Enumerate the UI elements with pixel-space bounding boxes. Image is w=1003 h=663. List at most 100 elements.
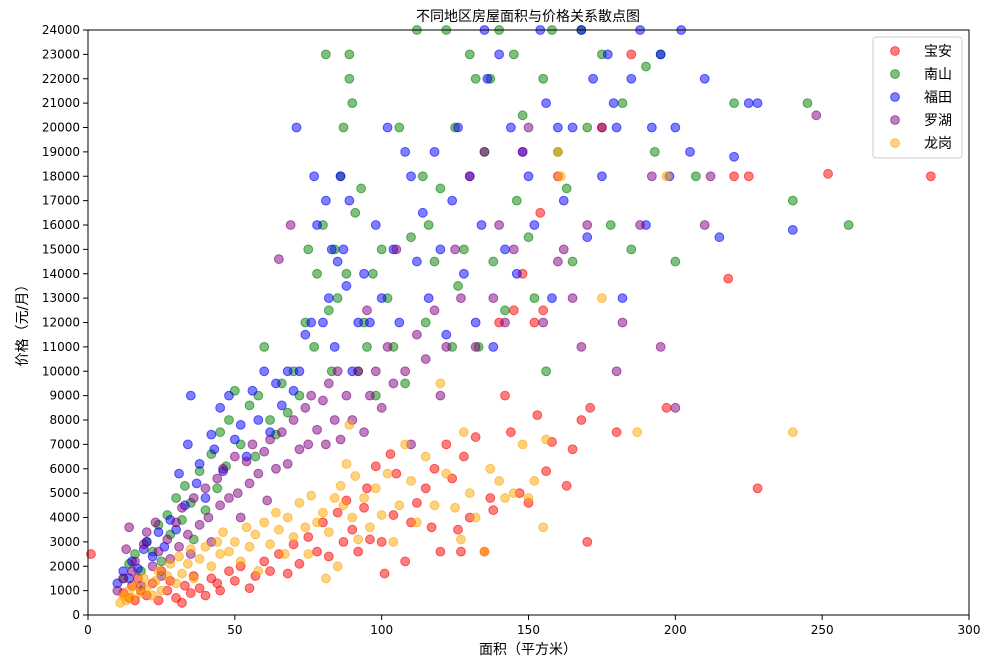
data-point (362, 341, 372, 352)
data-point (332, 256, 343, 267)
data-point (306, 317, 317, 328)
data-point (244, 583, 255, 594)
data-point (555, 171, 566, 182)
data-point (626, 73, 637, 84)
data-point (447, 195, 458, 206)
data-point (253, 566, 264, 577)
data-point (276, 400, 287, 411)
data-point (494, 476, 505, 486)
y-tick-label: 10000 (42, 364, 80, 378)
data-point (182, 439, 193, 450)
data-point (320, 195, 331, 206)
data-point (470, 73, 481, 84)
data-point (259, 446, 270, 457)
data-point (118, 573, 129, 584)
data-point (365, 534, 375, 545)
data-point (174, 468, 184, 479)
data-point (303, 439, 314, 450)
data-point (582, 536, 593, 547)
y-tick-label: 22000 (42, 72, 80, 86)
data-point (162, 534, 173, 545)
data-point (435, 546, 446, 557)
data-point (294, 366, 305, 377)
data-point (141, 583, 152, 594)
data-point (329, 493, 340, 503)
data-point (365, 522, 375, 533)
data-point (370, 220, 381, 230)
data-point (412, 497, 422, 508)
data-point (576, 415, 587, 425)
data-point (582, 232, 593, 243)
data-point (376, 402, 387, 413)
data-point (705, 171, 716, 182)
data-point (406, 476, 416, 486)
data-point (335, 434, 346, 445)
data-point (406, 171, 416, 182)
data-point (341, 458, 352, 469)
series-4 (112, 110, 822, 596)
data-point (356, 183, 367, 194)
y-tick-label: 1000 (49, 584, 80, 598)
data-point (453, 281, 463, 291)
x-tick-label: 250 (811, 623, 834, 637)
data-point (617, 293, 628, 304)
data-point (323, 305, 334, 316)
data-point (282, 568, 293, 579)
data-point (174, 551, 184, 562)
data-point (394, 500, 405, 511)
data-point (435, 390, 446, 401)
data-point (505, 427, 516, 438)
data-point (529, 220, 540, 230)
data-point (312, 424, 322, 435)
data-point (127, 566, 137, 577)
data-point (488, 256, 499, 267)
data-point (200, 541, 211, 552)
data-point (429, 146, 440, 157)
data-point (215, 427, 226, 438)
y-tick-label: 5000 (49, 486, 80, 500)
data-point (359, 427, 369, 438)
data-point (517, 146, 528, 157)
data-point (229, 434, 240, 445)
data-point (332, 293, 343, 304)
data-point (538, 305, 549, 316)
data-point (456, 293, 466, 304)
data-point (224, 546, 234, 557)
data-point (476, 220, 487, 230)
data-point (185, 390, 196, 401)
y-axis-title: 价格（元/月） (15, 278, 31, 367)
data-point (485, 463, 496, 474)
x-axis-title: 面积（平方米） (479, 642, 577, 658)
data-point (523, 122, 534, 133)
data-point (508, 49, 519, 60)
data-point (567, 444, 578, 455)
data-point (138, 539, 149, 550)
data-point (523, 232, 534, 243)
data-point (787, 195, 798, 206)
y-axis: 0 1000 2000 3000 4000 5000 6000 7000 8000 9000 100… (42, 23, 88, 622)
data-point (479, 546, 490, 557)
data-point (282, 512, 293, 523)
data-point (347, 512, 358, 523)
data-point (271, 378, 281, 389)
data-point (312, 220, 322, 230)
data-point (670, 256, 681, 267)
data-point (279, 549, 290, 559)
y-tick-label: 15000 (42, 242, 80, 256)
data-point (235, 512, 246, 523)
data-point (552, 256, 563, 267)
data-point (262, 495, 273, 506)
data-point (153, 527, 164, 538)
data-point (338, 500, 349, 511)
data-point (229, 575, 240, 586)
data-point (180, 580, 190, 591)
data-point (244, 478, 255, 489)
data-point (300, 522, 311, 533)
data-point (538, 317, 549, 328)
data-point (479, 146, 490, 157)
data-point (306, 490, 317, 501)
data-point (332, 507, 343, 518)
data-point (523, 171, 534, 182)
